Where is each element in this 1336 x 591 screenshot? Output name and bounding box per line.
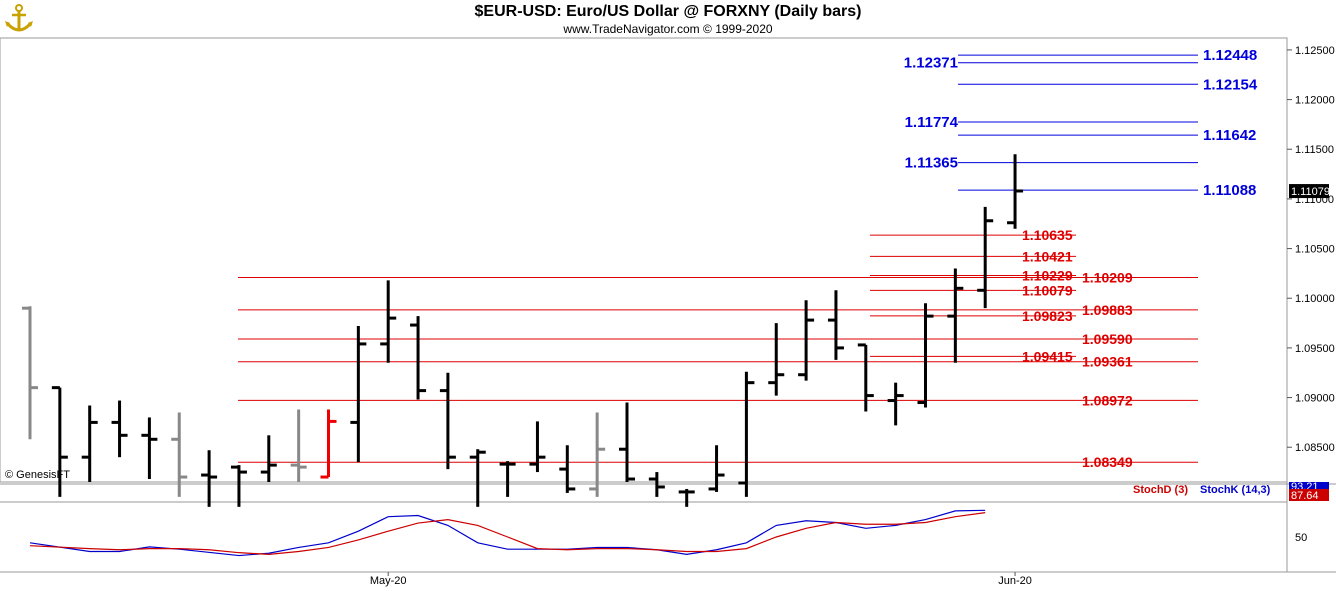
anchor-logo-icon bbox=[5, 4, 33, 32]
price-tick-label: 1.12000 bbox=[1295, 95, 1335, 107]
ohlc-bar[interactable] bbox=[947, 268, 964, 363]
ohlc-bar[interactable] bbox=[977, 206, 994, 309]
time-tick-label: Jun-20 bbox=[998, 575, 1032, 587]
price-tick-label: 1.10500 bbox=[1295, 244, 1335, 256]
price-tick-label: 1.09000 bbox=[1295, 393, 1335, 405]
ohlc-bar[interactable] bbox=[768, 323, 785, 396]
chart-header: $EUR-USD: Euro/US Dollar @ FORXNY (Daily… bbox=[0, 0, 1336, 38]
price-axis: 1.125001.120001.115001.110001.105001.100… bbox=[1287, 45, 1335, 454]
level-label-1.10209: 1.10209 bbox=[1082, 269, 1133, 285]
level-label-1.09823: 1.09823 bbox=[1022, 308, 1073, 324]
ohlc-bar[interactable] bbox=[708, 445, 725, 492]
level-label-1.12448: 1.12448 bbox=[1203, 47, 1257, 64]
stochk-readout-box bbox=[1289, 482, 1329, 490]
stoch-tick-label: 50 bbox=[1295, 532, 1307, 544]
ohlc-bar[interactable] bbox=[171, 412, 188, 497]
ohlc-bar[interactable] bbox=[320, 409, 337, 479]
time-axis: May-20 Jun-20 bbox=[370, 572, 1032, 587]
ohlc-bar[interactable] bbox=[499, 461, 516, 497]
chart-frame bbox=[0, 37, 1336, 573]
level-label-1.11365: 1.11365 bbox=[905, 155, 958, 172]
chart-subtitle: www.TradeNavigator.com © 1999-2020 bbox=[563, 22, 773, 36]
price-levels: 1.12448 1.12371 1.12154 1.11774 1.11642 1.113… bbox=[238, 47, 1258, 470]
ohlc-bar[interactable] bbox=[260, 435, 277, 482]
price-bars[interactable] bbox=[22, 154, 1024, 507]
ohlc-bar[interactable] bbox=[559, 445, 576, 493]
level-label-1.11774: 1.11774 bbox=[905, 114, 959, 131]
ohlc-bar[interactable] bbox=[857, 343, 874, 412]
ohlc-bar[interactable] bbox=[619, 402, 635, 482]
chart-title: $EUR-USD: Euro/US Dollar @ FORXNY (Daily… bbox=[474, 3, 862, 20]
ohlc-bar[interactable] bbox=[827, 290, 844, 360]
ohlc-bar[interactable] bbox=[529, 421, 546, 473]
ohlc-bar[interactable] bbox=[917, 303, 934, 408]
ohlc-bar[interactable] bbox=[648, 472, 665, 497]
stochd-readout-box bbox=[1289, 489, 1329, 501]
ohlc-bar[interactable] bbox=[201, 450, 218, 507]
ohlc-bar[interactable] bbox=[230, 465, 247, 507]
legend-stochd: StochD (3) bbox=[1133, 484, 1188, 496]
last-price-label: 1.11079 bbox=[1291, 186, 1330, 198]
watermark: © GenesisFT bbox=[5, 469, 70, 481]
legend-stochk: StochK (14,3) bbox=[1200, 484, 1271, 496]
level-label-1.10421: 1.10421 bbox=[1022, 248, 1073, 264]
level-label-1.10635: 1.10635 bbox=[1022, 227, 1073, 243]
stoch-line-d[interactable] bbox=[29, 512, 986, 556]
ohlc-bar[interactable] bbox=[589, 412, 606, 497]
ohlc-bar[interactable] bbox=[141, 417, 158, 480]
level-label-1.09415: 1.09415 bbox=[1022, 348, 1073, 364]
ohlc-bar[interactable] bbox=[81, 405, 98, 482]
level-label-1.11642: 1.11642 bbox=[1203, 127, 1256, 144]
ohlc-bar[interactable] bbox=[678, 488, 695, 507]
price-tick-label: 1.11500 bbox=[1295, 144, 1334, 156]
ohlc-bar[interactable] bbox=[439, 372, 456, 470]
ohlc-bar[interactable] bbox=[51, 386, 68, 497]
ohlc-bar[interactable] bbox=[469, 449, 486, 507]
price-plot-area bbox=[0, 37, 1288, 483]
level-label-1.08972: 1.08972 bbox=[1082, 392, 1133, 408]
level-label-1.09361: 1.09361 bbox=[1082, 354, 1133, 370]
time-tick-label: May-20 bbox=[370, 575, 407, 587]
price-tick-label: 1.08500 bbox=[1295, 442, 1335, 454]
level-label-1.12371: 1.12371 bbox=[904, 55, 958, 72]
price-tick-label: 1.09500 bbox=[1295, 343, 1335, 355]
level-label-1.09883: 1.09883 bbox=[1082, 302, 1133, 318]
level-label-1.08349: 1.08349 bbox=[1082, 454, 1133, 470]
ohlc-bar[interactable] bbox=[887, 382, 904, 426]
level-label-1.10229: 1.10229 bbox=[1022, 267, 1073, 283]
ohlc-bar[interactable] bbox=[410, 316, 427, 400]
ohlc-bar[interactable] bbox=[738, 371, 755, 497]
ohlc-bar[interactable] bbox=[798, 300, 815, 381]
price-tick-label: 1.10000 bbox=[1295, 293, 1335, 305]
level-label-1.11088: 1.11088 bbox=[1203, 182, 1256, 199]
ohlc-bar[interactable] bbox=[111, 400, 128, 458]
ohlc-bar[interactable] bbox=[22, 306, 38, 440]
level-label-1.10079: 1.10079 bbox=[1022, 282, 1073, 298]
ohlc-bar[interactable] bbox=[290, 409, 307, 482]
price-tick-label: 1.12500 bbox=[1295, 45, 1335, 57]
level-label-1.09590: 1.09590 bbox=[1082, 331, 1133, 347]
level-label-1.12154: 1.12154 bbox=[1203, 76, 1258, 93]
stochd-readout: 87.64 bbox=[1291, 490, 1319, 502]
ohlc-bar[interactable] bbox=[350, 326, 367, 463]
last-price-box bbox=[1289, 184, 1329, 199]
ohlc-bar[interactable] bbox=[380, 280, 397, 363]
ohlc-bar[interactable] bbox=[1007, 154, 1024, 229]
